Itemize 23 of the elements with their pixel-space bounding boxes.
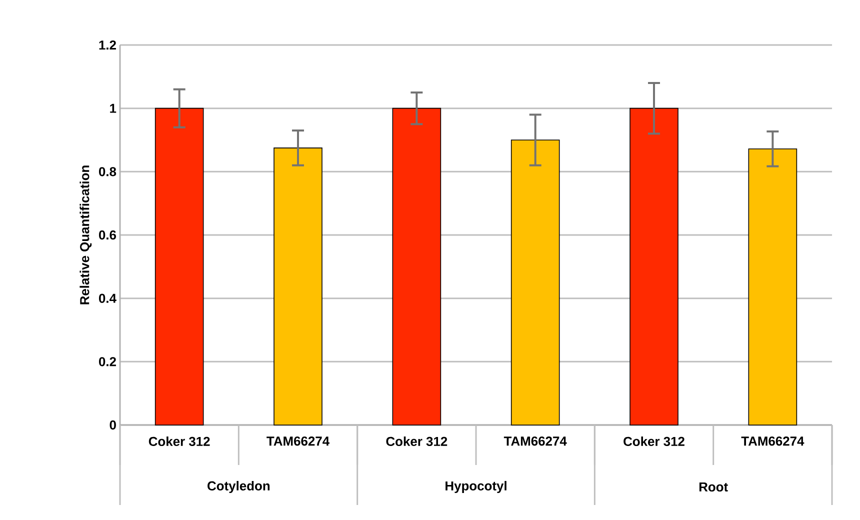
bar [154,108,204,426]
text: Root [699,482,728,492]
x-tick-label: Coker 312 [624,436,684,446]
y-axis-title: Relative Quantification [80,166,92,304]
bar [274,148,322,426]
y-tick-label: 0.4 [98,294,116,303]
text: Cotyledon [208,480,270,494]
text: Hypocotyl [446,480,506,494]
bar [630,108,678,426]
x-tick-label: Coker 312 [148,436,210,446]
bar [510,140,560,426]
y-tick-label: 1 [110,104,116,113]
x-tick-label: Coker 312 [386,436,448,446]
bar [748,148,798,426]
y-tick-label: 0.8 [98,167,116,176]
y-tick-label: 0 [110,420,116,430]
y-tick-label: 0.2 [98,357,116,366]
x-tick-label: TAM66274 [504,436,567,446]
x-tick-label: TAM66274 [266,436,330,446]
y-tick-label: 0.6 [98,230,116,240]
x-tick-label: TAM66274 [741,436,804,446]
bar [392,108,442,426]
y-tick-label: 1.2 [99,40,116,50]
